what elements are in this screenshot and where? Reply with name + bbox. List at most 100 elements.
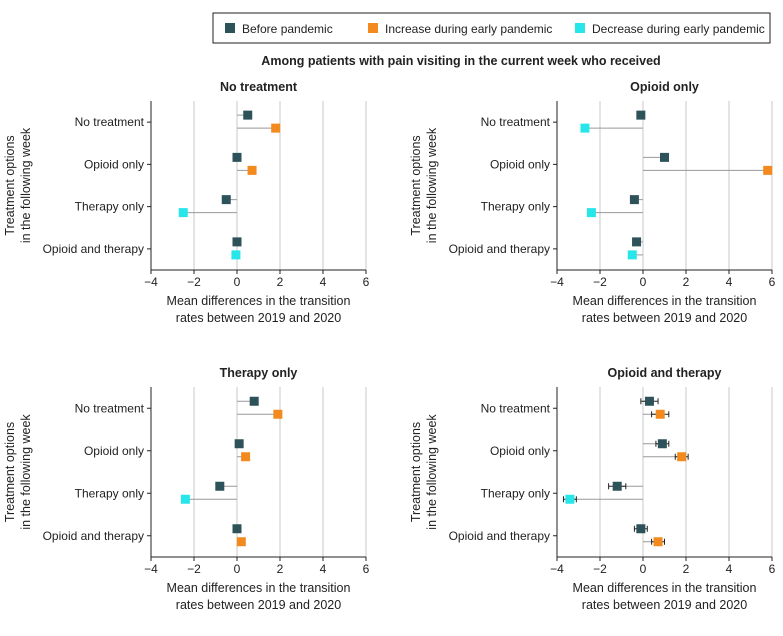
marker-increase [241, 452, 251, 462]
marker-increase [653, 537, 663, 547]
marker-increase [236, 537, 246, 547]
y-axis-label: Treatment options [409, 422, 423, 522]
y-tick-label: Therapy only [75, 200, 144, 214]
x-axis-label: rates between 2019 and 2020 [582, 598, 747, 612]
x-axis-label: rates between 2019 and 2020 [176, 598, 341, 612]
x-axis-label: Mean differences in the transition [573, 294, 757, 308]
x-tick-label: 6 [769, 275, 776, 289]
x-tick-label: −2 [593, 562, 607, 576]
marker-before [249, 396, 259, 406]
legend-label-decrease: Decrease during early pandemic [592, 22, 765, 36]
legend-label-before: Before pandemic [242, 22, 333, 36]
y-tick-label: No treatment [75, 115, 145, 129]
marker-before [657, 439, 667, 449]
figure-supertitle: Among patients with pain visiting in the… [261, 54, 660, 68]
marker-decrease [580, 123, 590, 133]
x-axis-label: Mean differences in the transition [167, 581, 351, 595]
x-tick-label: 2 [277, 275, 284, 289]
y-tick-label: Opioid only [84, 444, 144, 458]
marker-increase [677, 452, 687, 462]
x-tick-label: −2 [593, 275, 607, 289]
x-tick-label: 4 [320, 275, 327, 289]
marker-increase [763, 165, 773, 175]
marker-before [232, 524, 242, 534]
x-tick-label: 4 [320, 562, 327, 576]
y-tick-label: Opioid and therapy [449, 529, 550, 543]
x-tick-label: 6 [363, 562, 370, 576]
marker-before [215, 481, 225, 491]
marker-decrease [180, 494, 190, 504]
panel-2: −4 −2 0 2 4 6 Therapy only Mean differences in … [3, 366, 370, 612]
x-axis-label: rates between 2019 and 2020 [582, 311, 747, 325]
y-axis-label: in the following week [425, 127, 439, 243]
y-tick-label: No treatment [481, 401, 551, 415]
marker-before [632, 237, 642, 247]
y-tick-label: Opioid and therapy [43, 242, 144, 256]
y-axis-label: in the following week [19, 127, 33, 243]
y-tick-label: Therapy only [481, 486, 550, 500]
panel-title: No treatment [220, 80, 298, 94]
legend-frame [212, 12, 771, 44]
marker-before [636, 110, 646, 120]
y-tick-label: Opioid only [490, 157, 550, 171]
legend-marker-decrease [575, 23, 585, 33]
y-tick-label: Opioid and therapy [449, 242, 550, 256]
marker-decrease [178, 208, 188, 218]
marker-decrease [231, 250, 241, 260]
marker-before [612, 481, 622, 491]
y-tick-label: No treatment [481, 115, 551, 129]
marker-increase [273, 409, 283, 419]
marker-before [644, 396, 654, 406]
x-axis-label: Mean differences in the transition [573, 581, 757, 595]
marker-decrease [565, 494, 575, 504]
panel-0: −4 −2 0 2 4 6 No treatment Mean differences in … [3, 80, 370, 325]
x-axis-label: rates between 2019 and 2020 [176, 311, 341, 325]
marker-before [232, 152, 242, 162]
panel-title: Therapy only [220, 366, 298, 380]
x-tick-label: −4 [550, 275, 564, 289]
x-tick-label: 0 [234, 562, 241, 576]
legend-marker-increase [368, 23, 378, 33]
panel-title: Opioid and therapy [608, 366, 722, 380]
y-axis-label: in the following week [425, 414, 439, 530]
marker-increase [655, 409, 665, 419]
y-tick-label: Therapy only [75, 486, 144, 500]
y-axis-label: Treatment options [3, 422, 17, 522]
legend-marker-before [225, 23, 235, 33]
panel-1: −4 −2 0 2 4 6 Opioid only Mean differences in t… [409, 80, 776, 325]
marker-before [232, 237, 242, 247]
x-tick-label: −2 [187, 562, 201, 576]
x-tick-label: 6 [363, 275, 370, 289]
y-tick-label: No treatment [75, 401, 145, 415]
panels: −4 −2 0 2 4 6 No treatment Mean differences in … [3, 80, 776, 612]
x-tick-label: 0 [640, 562, 647, 576]
panel-3: −4 −2 0 2 4 6 Opioid and therapy Mean differenc… [409, 366, 776, 612]
x-tick-label: 2 [683, 275, 690, 289]
x-axis-label: Mean differences in the transition [167, 294, 351, 308]
panel-title: Opioid only [630, 80, 699, 94]
y-tick-label: Opioid and therapy [43, 529, 144, 543]
x-tick-label: 4 [726, 275, 733, 289]
x-tick-label: 4 [726, 562, 733, 576]
marker-before [234, 439, 244, 449]
marker-before [660, 152, 669, 162]
x-tick-label: −4 [144, 275, 158, 289]
marker-before [636, 524, 646, 534]
x-tick-label: 0 [234, 275, 241, 289]
x-tick-label: −4 [144, 562, 158, 576]
legend: Before pandemic Increase during early pa… [212, 12, 771, 44]
marker-decrease [627, 250, 637, 260]
marker-increase [247, 165, 257, 175]
marker-increase [271, 123, 281, 133]
x-tick-label: 0 [640, 275, 647, 289]
y-tick-label: Opioid only [490, 444, 550, 458]
x-tick-label: −2 [187, 275, 201, 289]
marker-before [629, 195, 639, 205]
x-tick-label: −4 [550, 562, 564, 576]
x-tick-label: 6 [769, 562, 776, 576]
y-axis-label: in the following week [19, 414, 33, 530]
marker-before [221, 195, 231, 205]
y-tick-label: Therapy only [481, 200, 550, 214]
y-axis-label: Treatment options [3, 135, 17, 235]
